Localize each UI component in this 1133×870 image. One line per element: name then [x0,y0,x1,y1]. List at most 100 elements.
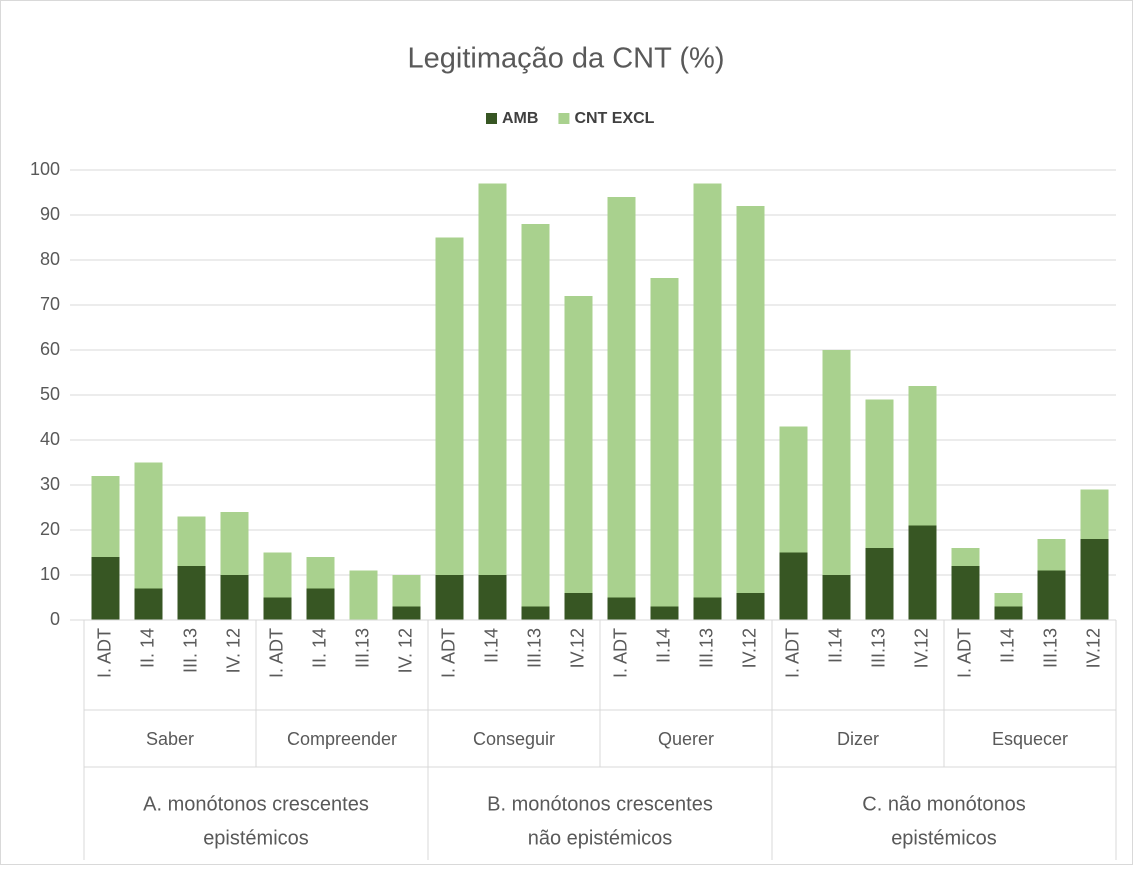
bar-segment [736,206,765,593]
bar-segment [263,552,292,598]
bar-segment [822,575,851,620]
supergroup-label: B. monótonos crescentes [487,793,713,815]
y-tick-label: 30 [40,474,60,494]
group-label: Esquecer [992,729,1068,749]
bar-segment [177,516,206,566]
bar-segment [951,566,980,620]
x-tick-label: I. ADT [954,628,974,678]
bar-segment [736,593,765,620]
bar-segment [1037,539,1066,571]
x-tick-label: II.14 [481,628,501,663]
bar-segment [1037,570,1066,620]
x-tick-label: III.13 [696,628,716,668]
chart-title: Legitimação da CNT (%) [408,43,725,75]
x-tick-label: IV. 12 [395,628,415,673]
x-tick-label: IV.12 [1083,628,1103,668]
group-label: Saber [146,729,194,749]
x-tick-label: II. 14 [137,628,157,668]
bar-segment [908,525,937,620]
bar-segment [220,575,249,620]
x-tick-label: I. ADT [782,628,802,678]
bar-segment [91,557,120,620]
supergroup-label: não epistémicos [528,827,673,849]
y-tick-label: 90 [40,204,60,224]
bar-segment [822,350,851,575]
legend-label: AMB [502,110,538,127]
bar-segment [177,566,206,620]
y-tick-label: 50 [40,384,60,404]
group-label: Querer [658,729,714,749]
x-tick-label: I. ADT [610,628,630,678]
bar-segment [306,588,335,620]
x-tick-label: IV.12 [739,628,759,668]
bar-segment [349,570,378,620]
x-tick-label: IV. 12 [223,628,243,673]
bar-segment [134,588,163,620]
x-tick-label: II.14 [997,628,1017,663]
bar-segment [435,575,464,620]
bar-segment [564,296,593,593]
bar-segment [951,548,980,566]
bar-segment [693,597,722,620]
bar-segment [865,548,894,620]
bar-segment [220,512,249,575]
supergroup-label: epistémicos [203,827,309,849]
x-tick-label: I. ADT [94,628,114,678]
y-tick-label: 100 [30,159,60,179]
y-tick-label: 20 [40,519,60,539]
bar-segment [650,278,679,607]
bar-segment [564,593,593,620]
bar-segment [1080,489,1109,539]
bar-segment [607,597,636,620]
x-tick-label: I. ADT [438,628,458,678]
x-tick-label: III.13 [524,628,544,668]
supergroup-label: epistémicos [891,827,997,849]
legend-label: CNT EXCL [574,110,654,127]
bar-segment [779,552,808,620]
group-label: Dizer [837,729,879,749]
x-tick-label: III.13 [1040,628,1060,668]
bar-segment [693,183,722,598]
bar-segment [392,575,421,607]
x-tick-label: I. ADT [266,628,286,678]
group-label: Compreender [287,729,397,749]
x-tick-label: III.13 [868,628,888,668]
bar-segment [779,426,808,553]
bar-segment [908,386,937,526]
bar-segment [865,399,894,548]
group-label: Conseguir [473,729,555,749]
legend-swatch [486,113,497,124]
supergroup-label: A. monótonos crescentes [143,793,369,815]
bar-segment [650,606,679,620]
bar-segment [134,462,163,589]
bar-segment [994,593,1023,607]
bar-segment [478,575,507,620]
x-tick-label: IV.12 [567,628,587,668]
bar-segment [521,606,550,620]
bar-segment [607,197,636,598]
bar-segment [478,183,507,575]
bar-segment [263,597,292,620]
legend-swatch [558,113,570,124]
bar-segment [91,476,120,557]
y-tick-label: 0 [50,609,60,629]
bar-segment [1080,539,1109,620]
bar-segment [521,224,550,607]
x-tick-label: III. 13 [180,628,200,673]
x-tick-label: II.14 [653,628,673,663]
y-tick-label: 10 [40,564,60,584]
y-tick-label: 70 [40,294,60,314]
x-tick-label: III.13 [352,628,372,668]
bar-segment [994,606,1023,620]
bar-segment [435,237,464,575]
y-tick-label: 60 [40,339,60,359]
x-tick-label: II. 14 [309,628,329,668]
bar-segment [392,606,421,620]
x-tick-label: II.14 [825,628,845,663]
bar-segment [306,557,335,589]
y-tick-label: 80 [40,249,60,269]
x-tick-label: IV.12 [911,628,931,668]
y-tick-label: 40 [40,429,60,449]
supergroup-label: C. não monótonos [862,793,1025,815]
